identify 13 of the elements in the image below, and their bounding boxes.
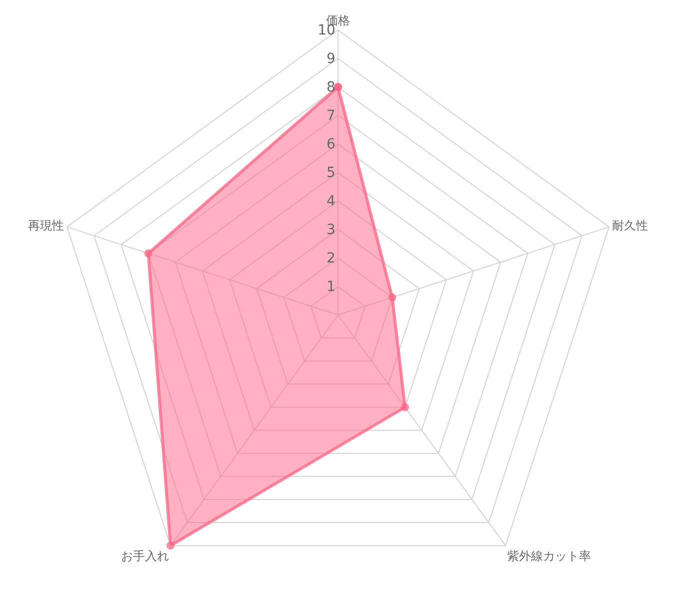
y-tick-label: 5	[326, 165, 336, 182]
y-tick-label: 4	[326, 194, 336, 210]
spoke-label: 再現性	[28, 218, 64, 232]
y-tick-label: 8	[326, 80, 336, 96]
spoke-label: 耐久性	[612, 218, 648, 232]
y-tick-label: 6	[326, 136, 336, 153]
spoke-label: 紫外線カット率	[507, 549, 592, 564]
spoke-label: お手入れ	[120, 549, 169, 564]
y-tick-label: 9	[326, 51, 336, 68]
y-tick-label: 2	[326, 250, 336, 267]
y-tick-label: 7	[326, 108, 336, 124]
y-tick-label: 1	[326, 279, 336, 296]
y-tick-label: 3	[326, 222, 336, 238]
